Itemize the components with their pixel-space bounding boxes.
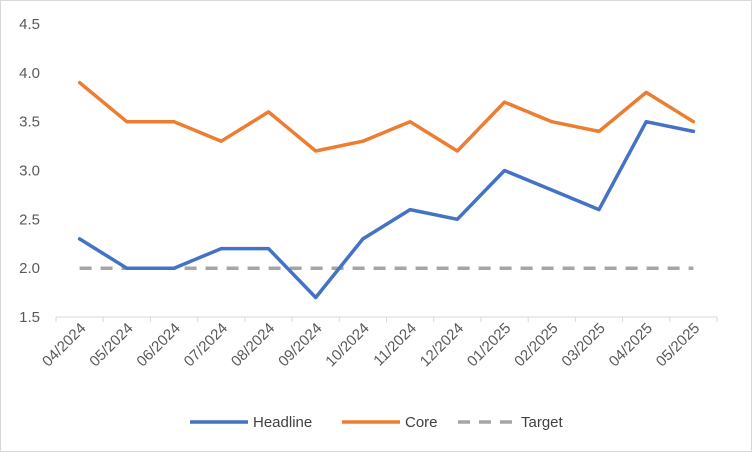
x-tick-label: 05/2024 [86, 320, 136, 370]
y-tick-label: 3.5 [19, 114, 40, 131]
series-lines [77, 80, 696, 300]
x-tick-label: 09/2024 [275, 320, 325, 370]
x-tick-label: 02/2025 [511, 320, 561, 370]
legend-label-headline: Headline [253, 414, 312, 431]
series-line-core [77, 80, 696, 153]
x-tick-label: 08/2024 [228, 320, 278, 370]
y-tick-label: 2.0 [19, 260, 40, 277]
x-tick-label: 06/2024 [133, 320, 183, 370]
x-tick-label: 10/2024 [322, 320, 372, 370]
y-tick-label: 2.5 [19, 211, 40, 228]
legend-label-target: Target [521, 414, 564, 431]
x-tick-label: 07/2024 [181, 320, 231, 370]
y-tick-label: 1.5 [19, 309, 40, 326]
y-axis-ticks: 1.5 2.0 2.5 3.0 3.5 4.0 4.5 [19, 16, 40, 326]
x-axis-ticks: 04/202405/202406/202407/202408/202409/20… [39, 317, 718, 370]
y-tick-label: 4.5 [19, 16, 40, 33]
x-tick-label: 12/2024 [417, 320, 467, 370]
legend: Headline Core Target [190, 414, 564, 431]
x-tick-label: 04/2024 [39, 320, 89, 370]
x-tick-label: 03/2025 [558, 320, 608, 370]
x-tick-label: 11/2024 [370, 320, 420, 370]
x-tick-label: 05/2025 [653, 320, 703, 370]
legend-label-core: Core [405, 414, 438, 431]
x-tick-label: 04/2025 [606, 320, 656, 370]
y-tick-label: 3.0 [19, 163, 40, 180]
x-tick-label: 01/2025 [464, 320, 514, 370]
y-tick-label: 4.0 [19, 65, 40, 82]
series-line-headline [77, 119, 696, 300]
